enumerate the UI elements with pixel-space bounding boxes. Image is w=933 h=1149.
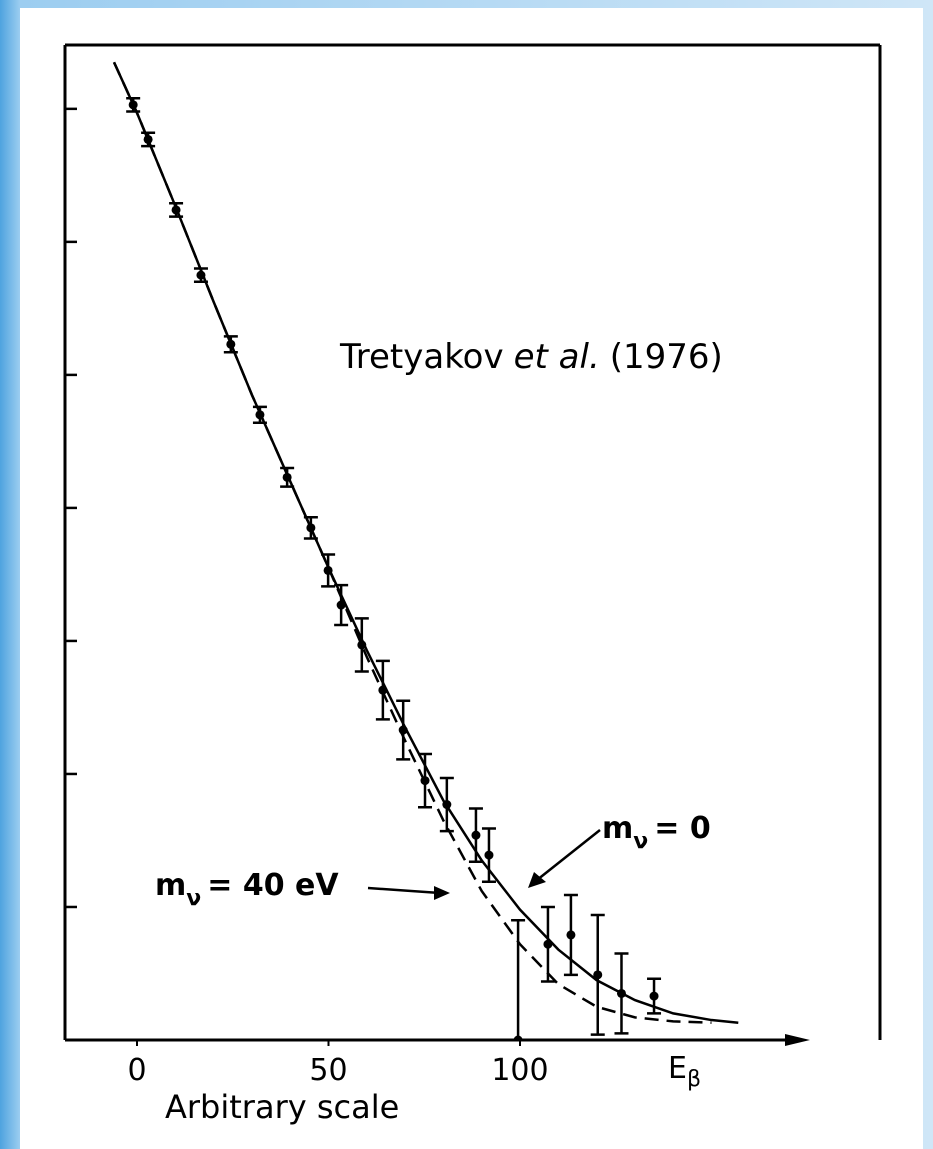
- data-point: [128, 100, 138, 110]
- data-point: [513, 1035, 523, 1040]
- data-point: [471, 830, 481, 840]
- arrow-head: [528, 872, 546, 888]
- x-tick-label: 0: [127, 1053, 146, 1088]
- data-point: [306, 523, 316, 533]
- data-point: [255, 410, 265, 420]
- data-point: [143, 134, 153, 144]
- annotation: Tretyakov et al. (1976): [339, 337, 723, 377]
- data-point: [543, 939, 553, 949]
- error-bar: [511, 919, 526, 1040]
- x-tick-label: 50: [309, 1053, 347, 1088]
- data-point: [378, 685, 388, 695]
- data-point: [282, 472, 292, 482]
- data-point: [566, 930, 576, 940]
- data-point: [442, 800, 452, 810]
- data-point: [420, 776, 430, 786]
- arrow-head: [434, 886, 450, 900]
- plot-area: [112, 61, 739, 1040]
- data-point: [484, 850, 494, 860]
- data-point: [196, 270, 206, 280]
- data-point: [226, 339, 236, 349]
- data-point: [357, 640, 367, 650]
- label-arrows: [367, 829, 601, 895]
- series-label: mν = 40 eV: [155, 868, 339, 911]
- data-point: [323, 565, 333, 575]
- axis-arrow: [785, 1034, 810, 1046]
- paper: [20, 8, 923, 1149]
- data-point: [336, 600, 346, 610]
- x-tick-label: 100: [491, 1053, 548, 1088]
- data-point: [593, 970, 603, 980]
- x-axis-label: Arbitrary scale: [165, 1088, 399, 1126]
- data-point: [398, 725, 408, 735]
- data-point: [649, 991, 659, 1001]
- x-unit-label: Eβ: [668, 1051, 701, 1092]
- data-point: [171, 205, 181, 215]
- frame: [63, 43, 882, 1042]
- data-point: [616, 988, 626, 998]
- series-label: mν = 0: [602, 811, 711, 854]
